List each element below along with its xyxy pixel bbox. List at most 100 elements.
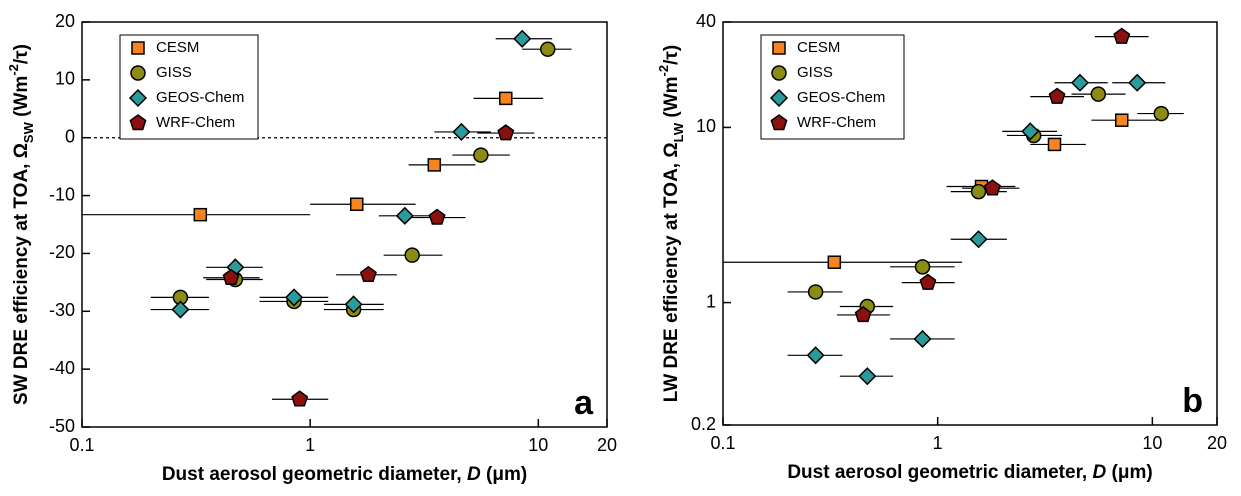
label-part: -2 — [6, 64, 21, 76]
marker — [513, 29, 532, 48]
marker — [291, 390, 309, 407]
marker — [913, 329, 932, 349]
x-tick-label: 0.1 — [710, 433, 735, 453]
y-tick-label: -20 — [49, 242, 75, 262]
marker — [1070, 73, 1090, 92]
marker — [359, 265, 377, 283]
panel: 0.1 1 10 20 0.2 1 10 40 Dust aerosol geometric d… — [656, 11, 1227, 483]
marker — [984, 179, 1001, 196]
marker — [540, 41, 556, 57]
y-tick-label: -50 — [49, 416, 75, 436]
y-tick-label: 1 — [706, 291, 716, 311]
y-tick-label: 10 — [696, 116, 716, 136]
x-tick-label: 10 — [1142, 433, 1162, 453]
label-part: -2 — [656, 65, 671, 77]
marker — [769, 88, 789, 108]
marker — [1021, 122, 1040, 141]
marker — [404, 247, 420, 263]
marker — [131, 41, 145, 55]
marker — [344, 295, 363, 314]
marker — [1047, 137, 1062, 152]
legend-label: GEOS-Chem — [156, 89, 244, 106]
marker — [771, 65, 787, 81]
marker — [497, 124, 515, 141]
x-tick-label: 20 — [597, 435, 617, 455]
legend-label: CESM — [156, 39, 199, 56]
label-part: D — [467, 464, 481, 485]
marker — [349, 197, 364, 211]
label-part: Dust aerosol geometric diameter, — [162, 464, 467, 485]
x-tick-label: 20 — [1207, 433, 1227, 453]
label-part: (μm) — [481, 464, 527, 485]
label-part: LW DRE efficiency at TOA, Ω — [661, 142, 682, 402]
legend-label: CESM — [797, 39, 840, 56]
x-tick-label: 1 — [305, 435, 315, 455]
marker — [1048, 87, 1066, 104]
marker — [171, 300, 190, 319]
marker — [193, 207, 208, 222]
label-part: SW — [21, 121, 36, 143]
marker — [128, 88, 148, 108]
marker — [807, 284, 824, 300]
marker — [1114, 113, 1129, 127]
panel-label: a — [574, 384, 594, 422]
legend-label: WRF-Chem — [156, 114, 235, 131]
x-tick-label: 0.1 — [69, 435, 94, 455]
label-part: LW — [671, 122, 686, 142]
marker — [395, 206, 414, 225]
y-tick-label: 0.2 — [691, 414, 716, 434]
y-axis-label: SW DRE efficiency at TOA, ΩSW (Wm-2/τ) — [6, 44, 36, 405]
marker — [1090, 86, 1107, 102]
marker — [499, 91, 513, 106]
label-part: SW DRE efficiency at TOA, Ω — [11, 143, 32, 405]
y-tick-label: 0 — [65, 126, 75, 146]
plot-frame — [722, 21, 1218, 426]
marker — [858, 367, 877, 386]
marker — [130, 65, 146, 81]
y-tick-label: -40 — [49, 358, 75, 378]
y-tick-label: 40 — [696, 11, 716, 31]
x-tick-label: 1 — [933, 433, 943, 453]
marker — [129, 114, 147, 131]
marker — [1153, 105, 1170, 122]
marker — [919, 273, 937, 290]
x-tick-label: 10 — [528, 435, 548, 455]
label-part: (Wm — [661, 76, 682, 122]
marker — [1128, 73, 1147, 92]
label-part: /τ) — [11, 44, 32, 64]
panel: 0.1 1 10 20 20 10 0 -10 -20 -30 -40 -50 Dust aerosol… — [6, 11, 617, 485]
label-part: /τ) — [661, 45, 682, 65]
x-axis-label: Dust aerosol geometric diameter, D (μm) — [162, 464, 527, 485]
marker — [806, 346, 825, 365]
x-axis-label: Dust aerosol geometric diameter, D (μm) — [787, 462, 1152, 483]
marker — [969, 230, 988, 249]
marker — [914, 259, 931, 275]
y-tick-label: -10 — [49, 184, 75, 204]
marker — [827, 255, 842, 269]
legend-label: WRF-Chem — [797, 114, 876, 131]
marker — [854, 305, 872, 323]
marker — [772, 41, 786, 55]
marker — [970, 183, 987, 200]
marker — [284, 288, 304, 307]
label-part: (μm) — [1106, 462, 1152, 483]
marker — [1113, 27, 1131, 44]
y-tick-label: 20 — [55, 11, 75, 31]
panel-label: b — [1182, 382, 1203, 420]
legend-label: GISS — [797, 64, 833, 81]
label-part: D — [1092, 462, 1106, 483]
marker — [427, 158, 442, 172]
marker — [770, 114, 788, 131]
label-part: Dust aerosol geometric diameter, — [787, 462, 1092, 483]
legend-label: GEOS-Chem — [797, 89, 885, 106]
y-tick-label: -30 — [49, 300, 75, 320]
legend-label: GISS — [156, 64, 192, 81]
label-part: (Wm — [11, 76, 32, 122]
marker — [473, 147, 489, 163]
y-tick-label: 10 — [55, 69, 75, 89]
y-axis-label: LW DRE efficiency at TOA, ΩLW (Wm-2/τ) — [656, 45, 686, 402]
plot-frame — [81, 21, 608, 428]
marker — [452, 122, 471, 141]
marker — [428, 208, 446, 225]
